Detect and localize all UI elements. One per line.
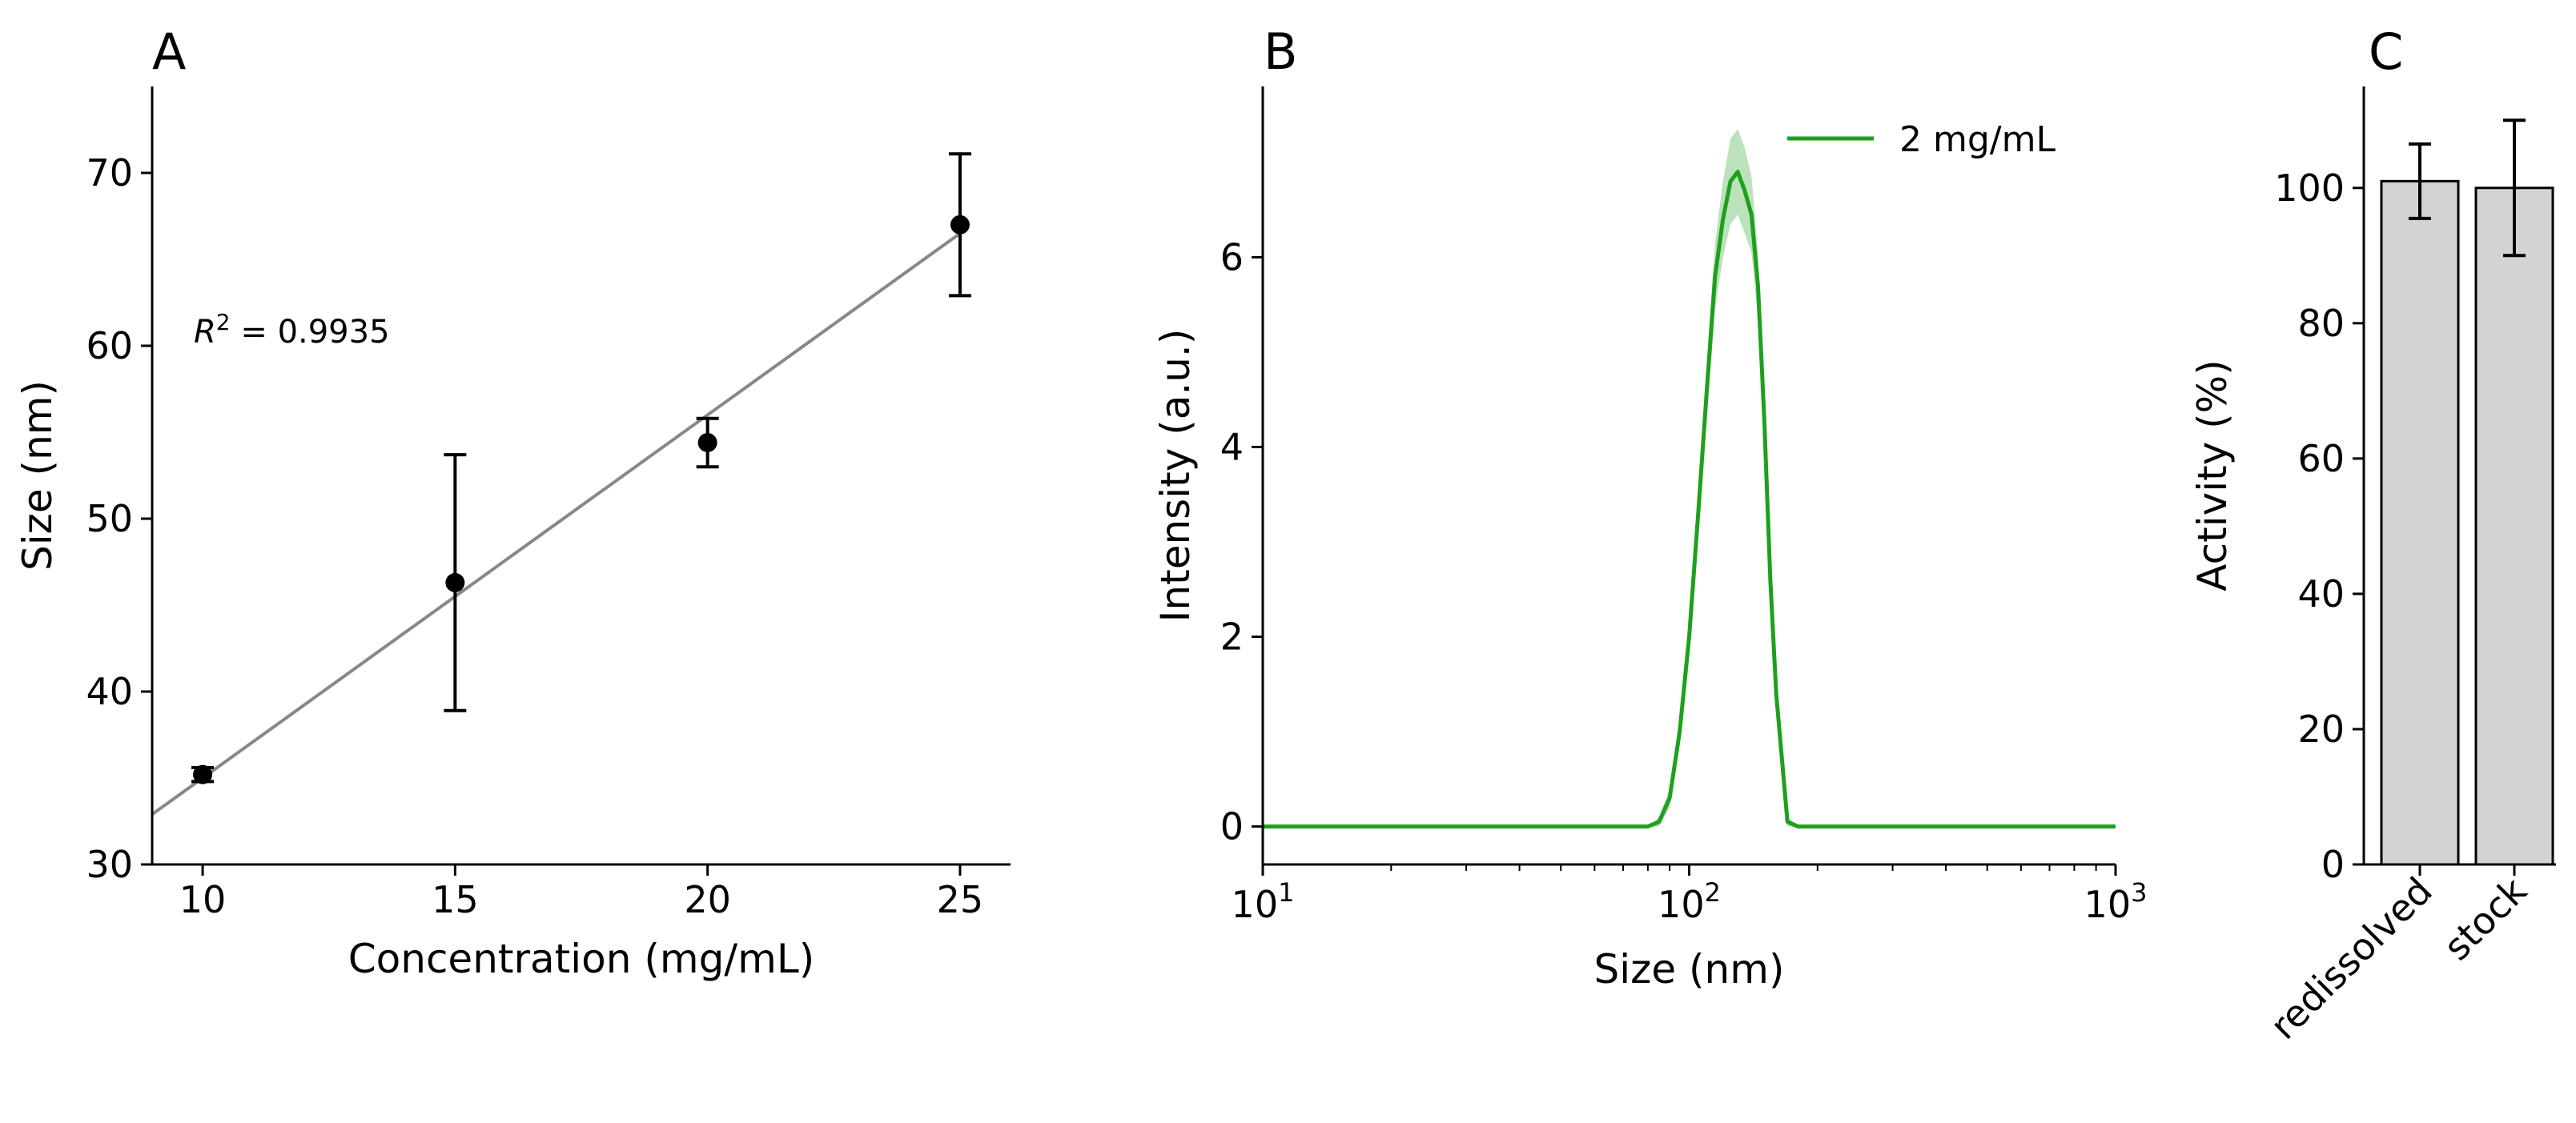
y-tick-label: 0 — [2321, 843, 2345, 886]
y-tick-label: 80 — [2297, 302, 2345, 345]
y-tick-label: 60 — [2297, 437, 2345, 480]
x-tick-label: 15 — [432, 878, 479, 921]
x-tick-label: stock — [2435, 868, 2535, 969]
x-tick-label: 101 — [1232, 877, 1295, 926]
x-tick-label: redissolved — [2261, 869, 2440, 1048]
y-tick-label: 4 — [1220, 425, 1244, 468]
y-tick-label: 100 — [2274, 166, 2345, 210]
y-axis-label: Intensity (a.u.) — [1152, 329, 1199, 623]
data-point — [193, 764, 213, 784]
bar-redissolved — [2380, 179, 2460, 866]
y-tick-label: 40 — [86, 670, 133, 713]
x-tick-label: 10 — [179, 878, 227, 921]
panel-a-letter: A — [152, 22, 186, 81]
y-tick-label: 20 — [2297, 708, 2345, 751]
panel-b: B 101 102 103 0 2 4 6 Size (nm) Intensity (a.u.) 2… — [1152, 22, 2147, 993]
legend-label: 2 mg/mL — [1899, 119, 2056, 160]
y-tick-label: 6 — [1220, 235, 1244, 279]
y-tick-label: 60 — [86, 324, 133, 367]
y-tick-label: 70 — [86, 151, 133, 195]
x-axis-label: Concentration (mg/mL) — [348, 936, 814, 982]
data-point — [697, 432, 717, 452]
x-tick-label: 25 — [937, 878, 984, 921]
r-squared-annotation: R2 = 0.9935 — [194, 309, 390, 351]
x-axis-label: Size (nm) — [1594, 946, 1785, 993]
y-axis-label: Size (nm) — [14, 380, 61, 571]
x-tick-label: 20 — [684, 878, 731, 921]
data-point — [445, 572, 465, 592]
data-point — [950, 215, 970, 235]
y-tick-label: 0 — [1220, 805, 1244, 848]
bar-stock — [2474, 186, 2554, 866]
panel-a: A 10 15 20 25 30 40 50 60 70 Concentration (mg/mL)… — [14, 22, 1011, 982]
series-line-2mgml — [1263, 170, 2116, 829]
y-tick-label: 40 — [2297, 572, 2345, 616]
x-tick-label: 103 — [2084, 877, 2148, 926]
y-tick-label: 30 — [86, 843, 133, 886]
x-tick-label: 102 — [1658, 877, 1721, 926]
fit-line — [151, 231, 962, 816]
y-axis-label: Activity (%) — [2189, 359, 2236, 591]
panel-b-letter: B — [1264, 22, 1298, 81]
confidence-band — [1263, 129, 2116, 827]
y-tick-label: 50 — [86, 497, 133, 540]
y-tick-label: 2 — [1220, 616, 1244, 659]
panel-c-letter: C — [2369, 22, 2403, 81]
